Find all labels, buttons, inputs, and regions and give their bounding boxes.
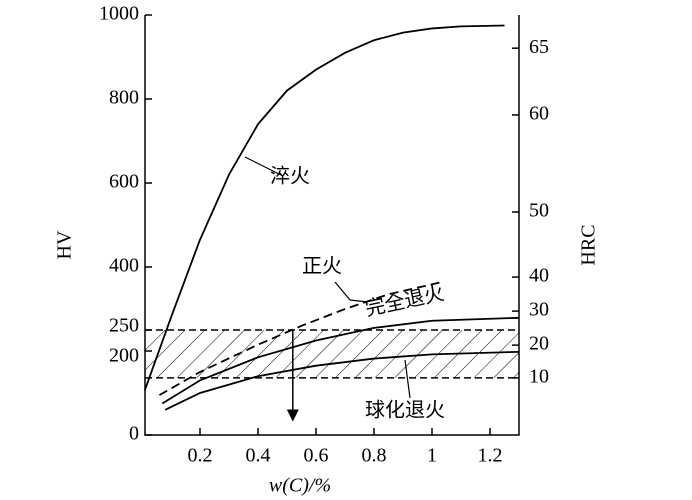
y-tick-label: 1000 xyxy=(99,3,139,25)
series-line xyxy=(158,280,444,396)
y-tick-label: 250 xyxy=(109,315,139,337)
y-tick-label: 800 xyxy=(109,87,139,109)
y2-tick-label: 60 xyxy=(529,103,549,125)
y2-tick-label: 40 xyxy=(529,265,549,287)
y2-tick-label: 30 xyxy=(529,299,549,321)
series-label: 正火 xyxy=(302,256,342,278)
leader-line xyxy=(404,359,411,399)
series-label: 完全退火 xyxy=(363,282,446,321)
x-tick-label: 0.4 xyxy=(246,445,271,467)
leader-line xyxy=(334,281,351,301)
y-tick-label: 200 xyxy=(109,345,139,367)
x-tick-label: 0.8 xyxy=(362,445,387,467)
x-tick-label: 0.2 xyxy=(188,445,213,467)
x-tick-label: 1 xyxy=(427,445,437,467)
series-label: 淬火 xyxy=(270,165,310,188)
plot-frame xyxy=(144,15,520,436)
x-tick-label: 1.2 xyxy=(478,445,503,467)
series-line xyxy=(161,316,520,405)
y-axis-label: HV xyxy=(54,230,76,259)
series-line xyxy=(144,24,505,391)
y2-tick-label: 10 xyxy=(529,365,549,387)
x-axis-label: w(C)/% xyxy=(269,475,331,497)
series-line xyxy=(164,350,520,411)
y2-tick-label: 50 xyxy=(529,200,549,222)
y-tick-label: 0 xyxy=(129,423,139,445)
leader-line xyxy=(244,156,284,177)
series-label: 球化退火 xyxy=(365,399,445,422)
leader-line xyxy=(349,299,369,303)
y2-axis-label: HRC xyxy=(578,224,600,265)
y2-tick-label: 20 xyxy=(529,333,549,355)
y2-tick-label: 65 xyxy=(529,36,549,58)
x-tick-label: 0.6 xyxy=(304,445,329,467)
y-tick-label: 400 xyxy=(109,255,139,277)
y-tick-label: 600 xyxy=(109,171,139,193)
